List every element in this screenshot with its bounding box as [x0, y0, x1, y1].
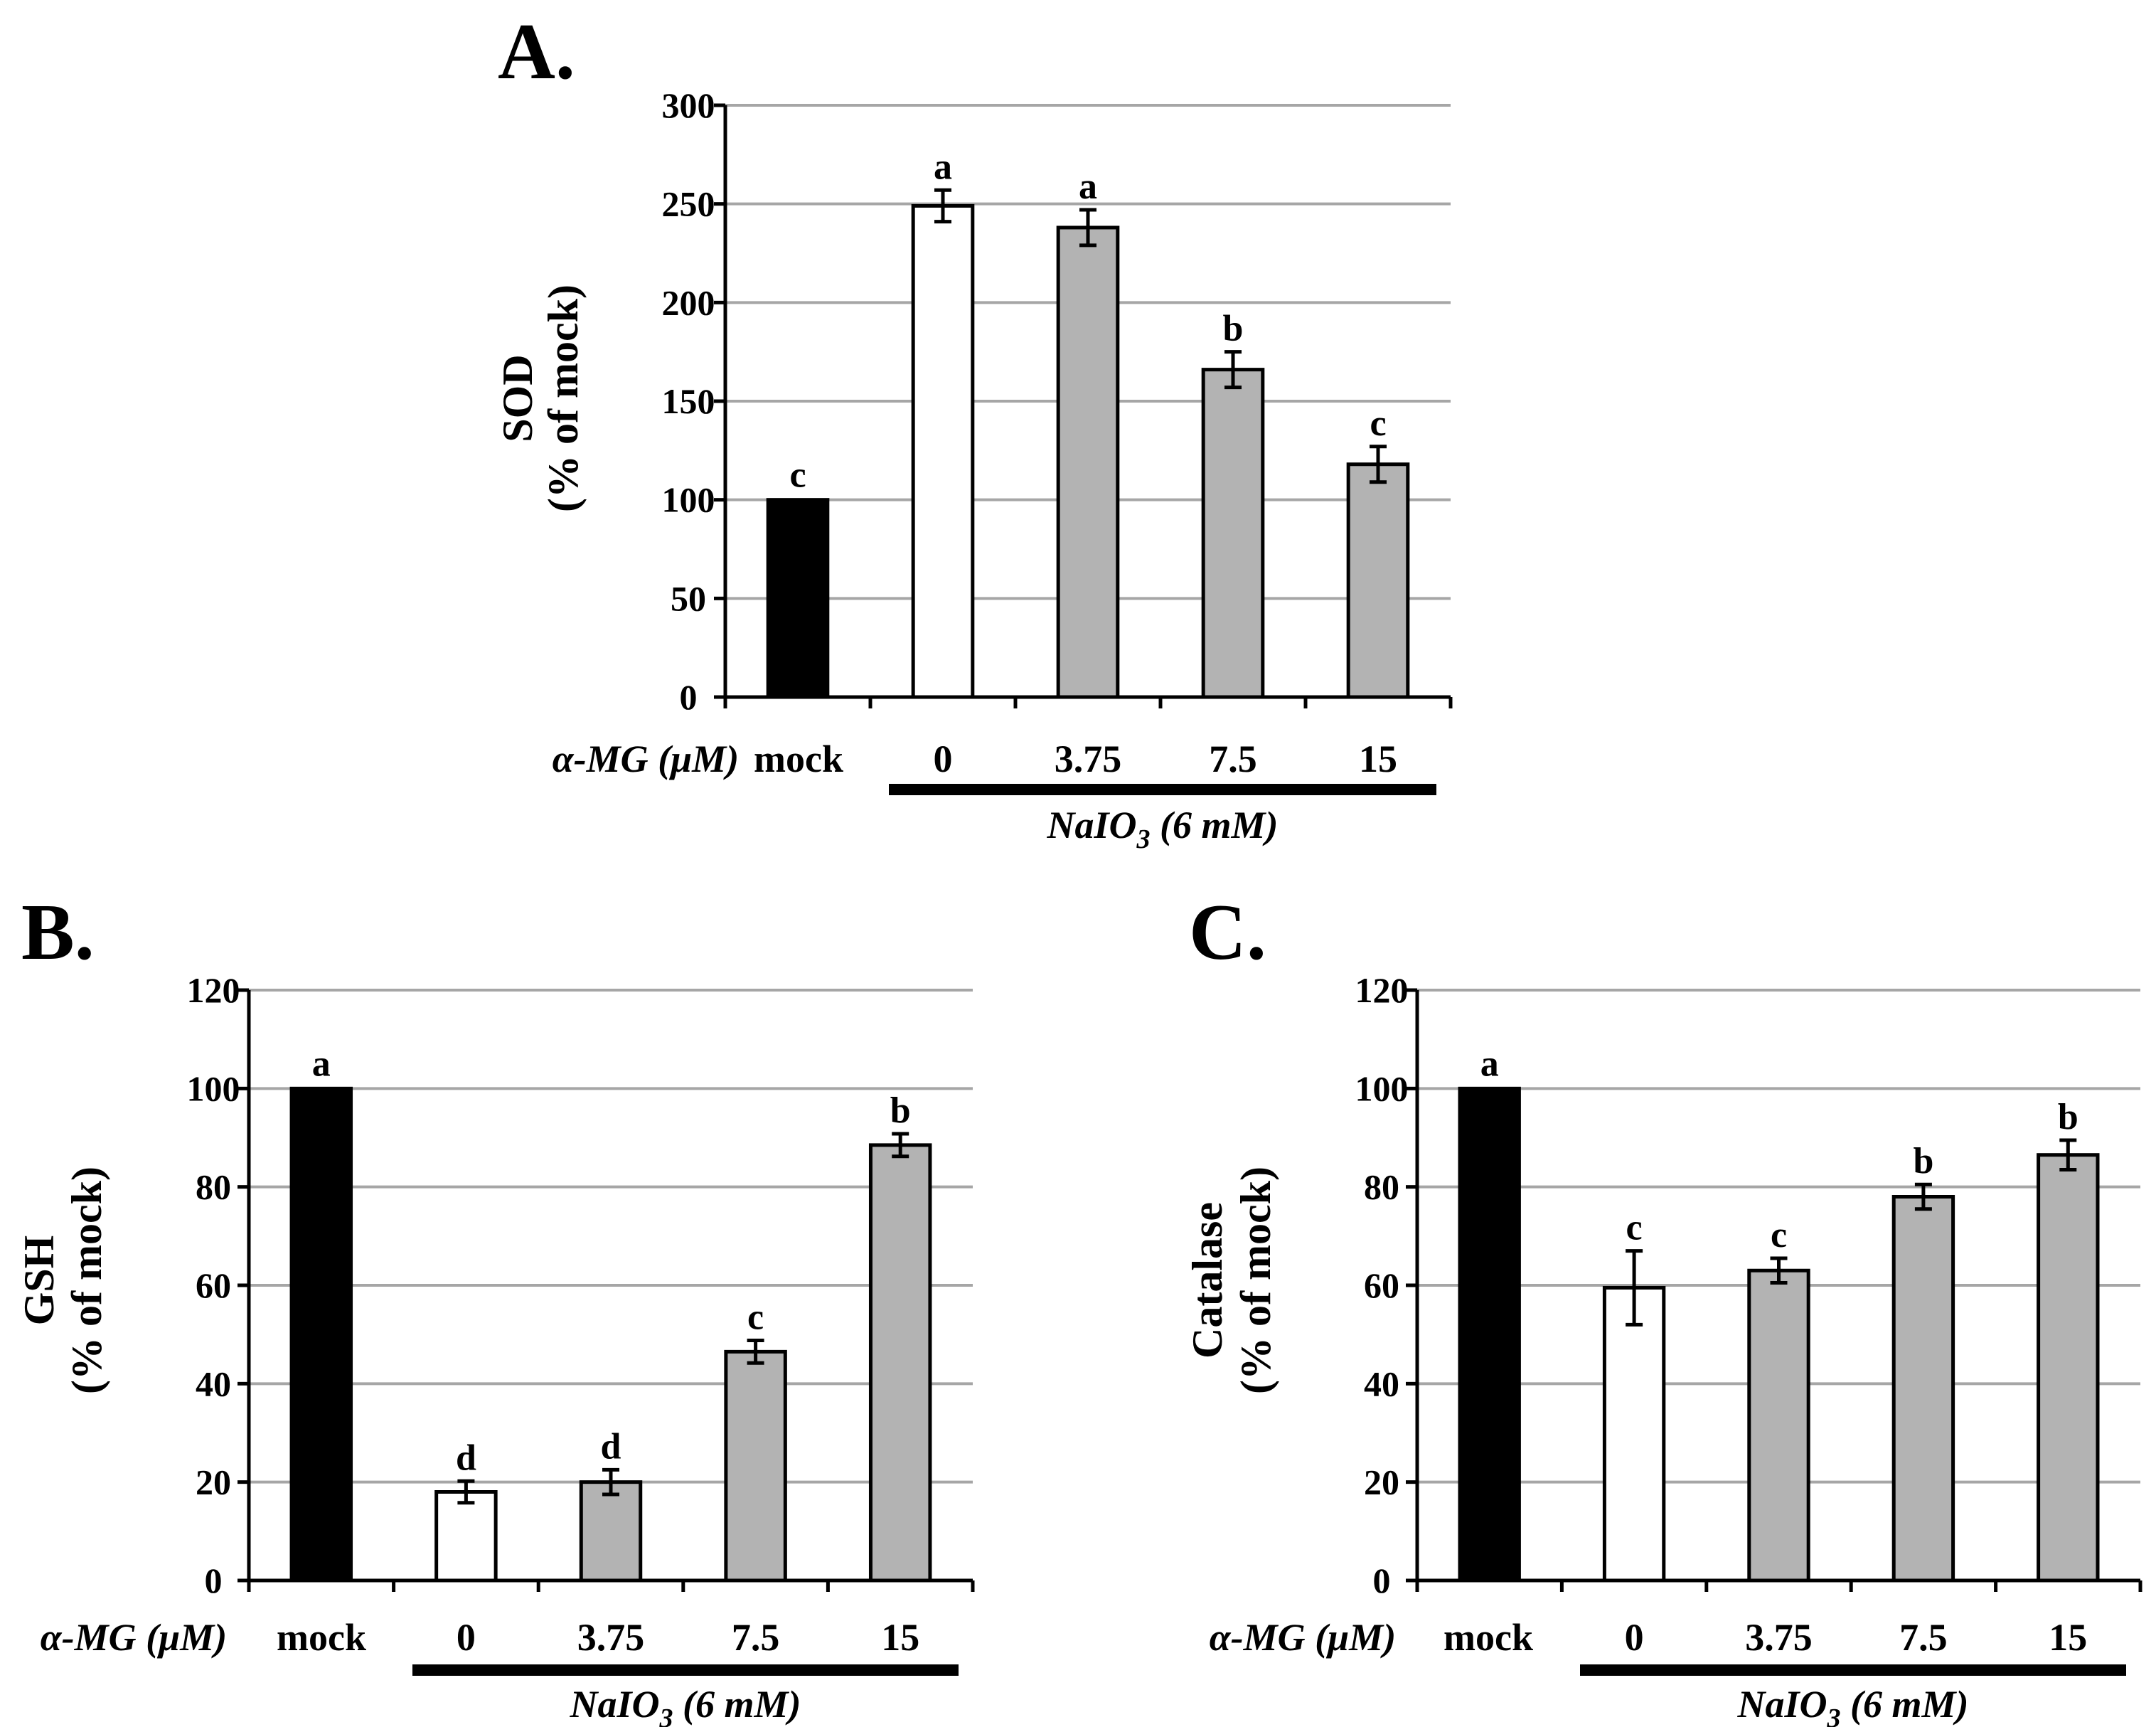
y-axis-label: SOD — [494, 354, 541, 442]
y-tick-label: 200 — [662, 282, 715, 322]
x-category-label: 0 — [934, 738, 953, 780]
x-category-label: 15 — [881, 1616, 919, 1659]
x-category-label: 3.75 — [577, 1616, 645, 1659]
group-label: NaIO3 (6 mM) — [570, 1683, 801, 1727]
x-category-label: 15 — [1359, 738, 1397, 780]
error-bar — [1626, 1249, 1643, 1327]
significance-label: d — [456, 1438, 476, 1478]
significance-label: b — [2058, 1097, 2078, 1137]
bar-mock — [289, 1086, 353, 1583]
y-tick-label: 0 — [680, 677, 698, 717]
y-tick-label: 40 — [1364, 1364, 1399, 1403]
x-category-label: mock — [1443, 1616, 1533, 1659]
x-category-label: mock — [277, 1616, 366, 1659]
y-tick-label: 150 — [662, 381, 715, 421]
bar-15 — [1346, 462, 1410, 699]
bar-3.75 — [579, 1480, 643, 1583]
bar-0 — [1602, 1285, 1666, 1583]
significance-label: b — [1913, 1141, 1933, 1181]
x-category-label: 3.75 — [1055, 738, 1122, 780]
y-tick-label: 60 — [196, 1265, 231, 1305]
bar-15 — [2037, 1153, 2100, 1583]
y-axis-label-unit: (% of mock) — [63, 1167, 110, 1394]
x-category-label: 15 — [2049, 1616, 2087, 1659]
bar-7.5 — [1201, 368, 1265, 699]
x-category-label: 7.5 — [1209, 738, 1257, 780]
x-category-label: 3.75 — [1745, 1616, 1813, 1659]
panel-letter: A. — [498, 8, 575, 96]
bar-mock — [766, 498, 830, 699]
error-bar — [892, 1132, 909, 1159]
chart-panel-c: C. 0 20 40 60 80 100 120 a mock c 0 c 3.75 b 7.5 b 15 α-MG… — [1184, 888, 2142, 1727]
y-tick-label: 120 — [1355, 970, 1409, 1010]
bar-3.75 — [1056, 225, 1120, 699]
bar-7.5 — [724, 1349, 787, 1583]
error-bar — [1370, 445, 1387, 484]
y-tick-label: 80 — [1364, 1167, 1399, 1207]
x-category-label: 7.5 — [732, 1616, 780, 1659]
y-axis-label: GSH — [16, 1236, 63, 1326]
bar-0 — [434, 1490, 498, 1583]
y-tick-label: 120 — [187, 970, 240, 1010]
chart-panel-a: A. 0 50 100 150 200 250 300 c mock a 0 a 3.75 b 7.5 c 15 α… — [494, 8, 1453, 854]
significance-label: c — [1771, 1215, 1787, 1255]
y-tick-label: 0 — [205, 1561, 223, 1600]
error-bar — [457, 1479, 475, 1505]
y-tick-label: 300 — [662, 85, 715, 125]
bar-mock — [1458, 1086, 1521, 1583]
error-bar — [2059, 1138, 2077, 1171]
error-bar — [1224, 350, 1242, 390]
error-bar — [747, 1338, 764, 1365]
significance-label: c — [789, 455, 806, 496]
significance-label: a — [312, 1043, 331, 1084]
y-axis-label-unit: (% of mock) — [1232, 1167, 1279, 1394]
significance-label: a — [1079, 166, 1097, 207]
significance-label: c — [747, 1297, 764, 1337]
error-bar — [1079, 208, 1096, 248]
x-category-label: 7.5 — [1899, 1616, 1948, 1659]
significance-label: b — [1223, 309, 1244, 349]
chart-panel-b: B. 0 20 40 60 80 100 120 a mock d 0 d 3.75 c 7.5 b 15 α-MG… — [16, 888, 975, 1727]
significance-label: a — [934, 147, 952, 187]
x-axis-title: α-MG (μM) — [1210, 1616, 1396, 1659]
error-bar — [602, 1467, 619, 1497]
significance-label: c — [1370, 403, 1386, 444]
x-category-label: mock — [754, 738, 843, 780]
significance-label: a — [1480, 1043, 1499, 1084]
y-tick-label: 100 — [187, 1068, 240, 1108]
y-axis-label: Catalase — [1184, 1202, 1231, 1359]
significance-label: c — [1626, 1208, 1643, 1248]
group-label: NaIO3 (6 mM) — [1737, 1683, 1969, 1727]
y-tick-label: 80 — [196, 1167, 231, 1207]
x-axis-title: α-MG (μM) — [553, 738, 739, 780]
bar-0 — [911, 203, 975, 699]
error-bar — [934, 188, 951, 224]
error-bar — [1770, 1256, 1788, 1285]
y-tick-label: 100 — [1355, 1068, 1409, 1108]
x-axis-title: α-MG (μM) — [41, 1616, 227, 1659]
group-label: NaIO3 (6 mM) — [1047, 804, 1279, 854]
y-tick-label: 60 — [1364, 1265, 1399, 1305]
bar-15 — [868, 1143, 932, 1583]
x-category-label: 0 — [1625, 1616, 1644, 1659]
panel-letter: B. — [21, 888, 95, 977]
y-tick-label: 100 — [662, 480, 715, 520]
panel-letter: C. — [1189, 888, 1266, 977]
error-bar — [1914, 1182, 1932, 1211]
significance-label: d — [601, 1426, 621, 1467]
x-category-label: 0 — [457, 1616, 476, 1659]
y-tick-label: 0 — [1373, 1561, 1391, 1600]
significance-label: b — [890, 1090, 911, 1131]
y-axis-label-unit: (% of mock) — [540, 285, 587, 512]
y-tick-label: 250 — [662, 184, 715, 224]
bar-7.5 — [1891, 1195, 1955, 1583]
y-tick-label: 50 — [671, 578, 706, 618]
y-tick-label: 20 — [1364, 1462, 1399, 1502]
y-tick-label: 40 — [196, 1364, 231, 1403]
bar-3.75 — [1747, 1268, 1810, 1583]
y-tick-label: 20 — [196, 1462, 231, 1502]
